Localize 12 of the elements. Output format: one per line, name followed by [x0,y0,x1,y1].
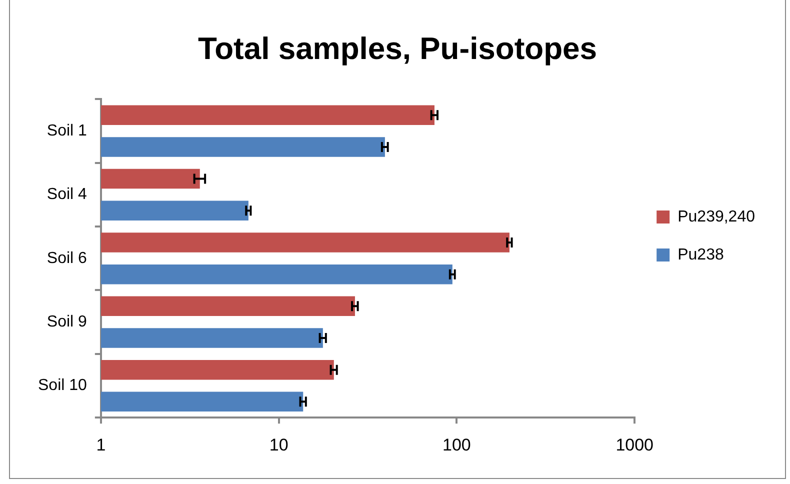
y-tick-label: Soil 9 [46,313,88,330]
x-tick-label: 100 [442,435,471,454]
legend-label: Pu239,240 [678,208,756,226]
x-tick-label: 10 [269,435,288,454]
x-tick-label: 1 [96,435,106,454]
legend-label: Pu238 [678,246,724,264]
y-tick-label: Soil 1 [46,122,88,140]
chart-title: Total samples, Pu-isotopes [198,31,598,66]
x-tick-label: 1000 [616,435,654,454]
y-tick-label: Soil 6 [46,250,88,267]
y-tick-label: Soil 4 [46,186,88,204]
y-tick-label: Soil 10 [38,377,88,394]
